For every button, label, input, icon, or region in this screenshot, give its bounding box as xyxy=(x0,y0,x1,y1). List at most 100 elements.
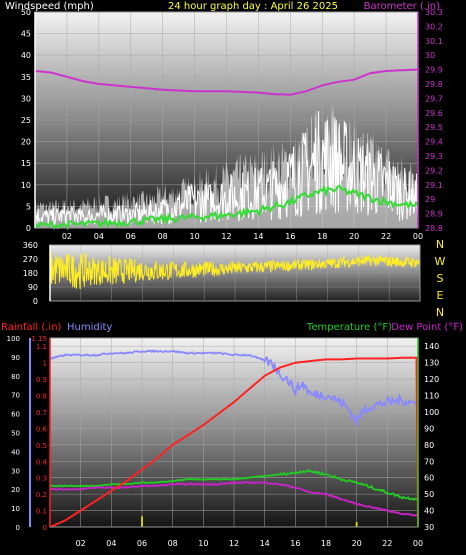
direction-tick-labels: 0 90 180 270 360 xyxy=(23,241,38,306)
barometer-tick-label: 29.4 xyxy=(425,138,443,147)
compass-label: N xyxy=(436,238,444,251)
direction-tick-label: 180 xyxy=(23,269,38,278)
windspeed-tick-label: 15 xyxy=(21,159,31,168)
wind-direction-line xyxy=(49,251,420,290)
rain-tick-label: 0 xyxy=(43,524,47,532)
panel1-x-tick-label: 04 xyxy=(94,232,104,241)
humidity-tick-label: 80 xyxy=(11,373,20,381)
barometer-tick-label: 29.3 xyxy=(425,152,443,161)
barometer-tick-label: 30 xyxy=(425,51,435,60)
chart-title: 24 hour graph day : April 26 2025 xyxy=(168,1,338,12)
barometer-tick-label: 28.9 xyxy=(425,210,443,219)
windspeed-tick-label: 25 xyxy=(21,116,31,125)
barometer-tick-label: 30.2 xyxy=(425,22,443,31)
compass-label: N xyxy=(436,306,444,319)
temperature-tick-label: 100 xyxy=(424,408,439,417)
dewpoint-axis-label: Dew Point (°F) xyxy=(391,322,463,333)
temperature-tick-label: 140 xyxy=(424,342,439,351)
direction-tick-label: 360 xyxy=(23,241,38,250)
windspeed-tick-label: 30 xyxy=(21,94,31,103)
windspeed-tick-label: 40 xyxy=(21,51,31,60)
panel3-x-tick-label: 16 xyxy=(290,539,300,548)
barometer-tick-label: 29.5 xyxy=(425,123,443,132)
panel3-x-tick-label: 00 xyxy=(413,539,423,548)
windspeed-tick-label: 10 xyxy=(21,181,31,190)
panel3-x-tick-label: 10 xyxy=(198,539,208,548)
temperature-tick-label: 30 xyxy=(424,523,434,532)
temperature-tick-label: 60 xyxy=(424,474,434,483)
barometer-tick-label: 30.3 xyxy=(425,8,443,17)
compass-label: E xyxy=(437,289,444,302)
humidity-axis-label: Humidity xyxy=(67,322,112,333)
panel1-x-tick-label: 08 xyxy=(158,232,168,241)
rain-tick-label: 0.1 xyxy=(36,508,47,516)
humidity-tick-label: 90 xyxy=(11,354,20,362)
windspeed-tick-label: 50 xyxy=(21,8,31,17)
barometer-tick-label: 29.1 xyxy=(425,181,443,190)
rain-tick-label: 1.15 xyxy=(31,335,47,343)
panel3-x-tick-label: 12 xyxy=(229,539,239,548)
temperature-axis-label: Temperature (°F) xyxy=(306,322,392,333)
direction-tick-label: 90 xyxy=(28,283,38,292)
barometer-tick-labels: 28.8 28.9 29 29.1 29.2 29.3 29.4 29.5 29.6 29.7 29… xyxy=(425,8,443,233)
rain-tick-label: 0.6 xyxy=(36,425,48,433)
barometer-axis-label: Barometer (.in) xyxy=(364,1,440,12)
panel1-x-tick-label: 22 xyxy=(381,232,391,241)
panel3-x-tick-label: 08 xyxy=(168,539,178,548)
panel3-x-tick-label: 22 xyxy=(382,539,392,548)
barometer-tick-label: 29 xyxy=(425,195,435,204)
temperature-tick-label: 70 xyxy=(424,457,434,466)
rain-tick-label: 0.8 xyxy=(36,393,47,401)
panel3-x-tick-label: 18 xyxy=(321,539,331,548)
wind-average-line xyxy=(34,184,419,231)
panel1-x-tick-label: 16 xyxy=(285,232,295,241)
panel1-x-tick-label: 18 xyxy=(317,232,327,241)
humidity-tick-label: 30 xyxy=(11,467,20,475)
panel1-x-tick-label: 12 xyxy=(221,232,231,241)
rain-tick-label: 1.1 xyxy=(36,343,47,351)
temperature-tick-label: 120 xyxy=(424,375,439,384)
humidity-tick-label: 20 xyxy=(11,486,20,494)
compass-label: S xyxy=(437,272,444,285)
barometer-tick-label: 29.6 xyxy=(425,109,443,118)
panel1-x-tick-label: 02 xyxy=(62,232,72,241)
panel1-x-tick-label: 20 xyxy=(349,232,359,241)
panel3-x-tick-label: 20 xyxy=(352,539,362,548)
panel3-x-tick-label: 06 xyxy=(137,539,147,548)
panel1-x-tick-label: 10 xyxy=(189,232,199,241)
rain-tick-label: 0.9 xyxy=(36,376,47,384)
rainfall-line xyxy=(49,356,419,528)
panel1-x-tick-labels: 02 04 06 08 10 12 14 16 18 20 22 00 xyxy=(62,232,423,241)
humidity-tick-label: 60 xyxy=(11,411,20,419)
humidity-tick-label: 100 xyxy=(7,335,20,343)
humidity-tick-label: 40 xyxy=(11,448,20,456)
windspeed-tick-labels: 0 5 10 15 20 25 30 35 40 45 50 xyxy=(21,8,31,233)
dewpoint-line xyxy=(49,480,419,517)
windspeed-tick-label: 45 xyxy=(21,30,31,39)
rain-tick-label: 0.3 xyxy=(36,475,47,483)
compass-label: W xyxy=(435,255,446,268)
rain-tick-label: 0.5 xyxy=(36,442,47,450)
rain-tick-label: 0.2 xyxy=(36,491,47,499)
temperature-line xyxy=(49,468,419,501)
barometer-tick-label: 30.1 xyxy=(425,37,443,46)
rain-tick-labels: 0 0.1 0.2 0.3 0.4 0.5 0.6 0.7 0.8 0.9 1 1.11.15 xyxy=(31,335,47,532)
panel3-x-tick-labels: 02 04 06 08 10 12 14 16 18 20 22 00 xyxy=(76,539,424,548)
humidity-tick-label: 10 xyxy=(11,505,20,513)
panel1-series xyxy=(34,68,419,231)
temperature-tick-label: 130 xyxy=(424,359,439,368)
rain-tick-label: 0.4 xyxy=(36,458,48,466)
direction-tick-label: 270 xyxy=(23,255,38,264)
panel1-x-tick-label: 14 xyxy=(253,232,263,241)
direction-tick-label: 0 xyxy=(33,297,38,306)
temperature-tick-label: 50 xyxy=(424,490,434,499)
humidity-tick-label: 70 xyxy=(11,392,20,400)
temperature-tick-label: 40 xyxy=(424,507,434,516)
windspeed-axis-label: Windspeed (mph) xyxy=(5,1,94,12)
temperature-tick-label: 110 xyxy=(424,392,439,401)
panel1-x-tick-label: 00 xyxy=(413,232,423,241)
temperature-tick-label: 80 xyxy=(424,441,434,450)
